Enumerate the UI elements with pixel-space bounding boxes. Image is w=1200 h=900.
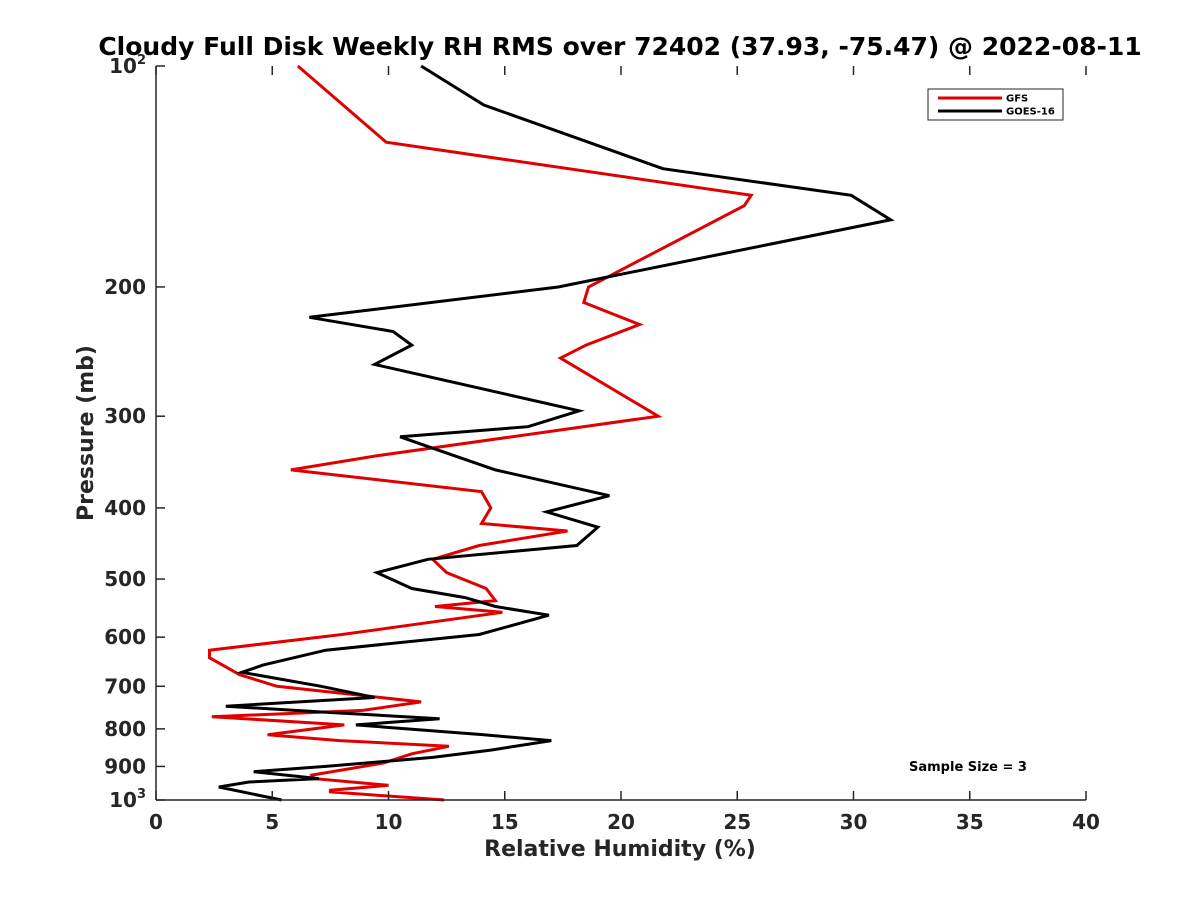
x-axis-ticks: 0 5 10 15 20 25 30 35 40 (149, 66, 1100, 834)
y-tick-label: 800 (104, 717, 146, 741)
x-tick-label: 5 (265, 810, 279, 834)
series-line-goes-16 (218, 64, 895, 802)
y-tick-label: 400 (104, 496, 146, 520)
x-tick-label: 25 (723, 810, 751, 834)
series-line-gfs (208, 64, 754, 802)
chart-title: Cloudy Full Disk Weekly RH RMS over 7240… (98, 32, 1141, 61)
y-tick-label: 900 (104, 754, 146, 778)
x-tick-label: 35 (956, 810, 984, 834)
x-tick-label: 10 (375, 810, 403, 834)
legend-items: GFS GOES-16 (938, 94, 1055, 118)
y-tick-label: 102 (109, 53, 146, 78)
x-tick-label: 40 (1072, 810, 1100, 834)
y-tick-label: 500 (104, 567, 146, 591)
x-tick-label: 30 (840, 810, 868, 834)
legend-label: GFS (1006, 94, 1028, 105)
x-tick-label: 0 (149, 810, 163, 834)
legend: GFS GOES-16 (927, 88, 1064, 121)
y-axis-label: Pressure (mb) (74, 345, 99, 521)
legend-box (927, 88, 1064, 121)
x-axis-label: Relative Humidity (%) (484, 837, 756, 862)
y-tick-label: 700 (104, 674, 146, 698)
y-axis-ticks: 102 200 300 400 500 600 700 800 900 103 (104, 53, 165, 812)
sample-size-annotation: Sample Size = 3 (909, 760, 1027, 775)
x-tick-label: 20 (607, 810, 635, 834)
x-tick-label: 15 (491, 810, 519, 834)
y-tick-label: 103 (109, 787, 146, 812)
series-layer (208, 64, 895, 802)
y-tick-label: 600 (104, 625, 146, 649)
legend-label: GOES-16 (1006, 107, 1055, 118)
y-tick-label: 300 (104, 404, 146, 428)
y-tick-label: 200 (104, 275, 146, 299)
